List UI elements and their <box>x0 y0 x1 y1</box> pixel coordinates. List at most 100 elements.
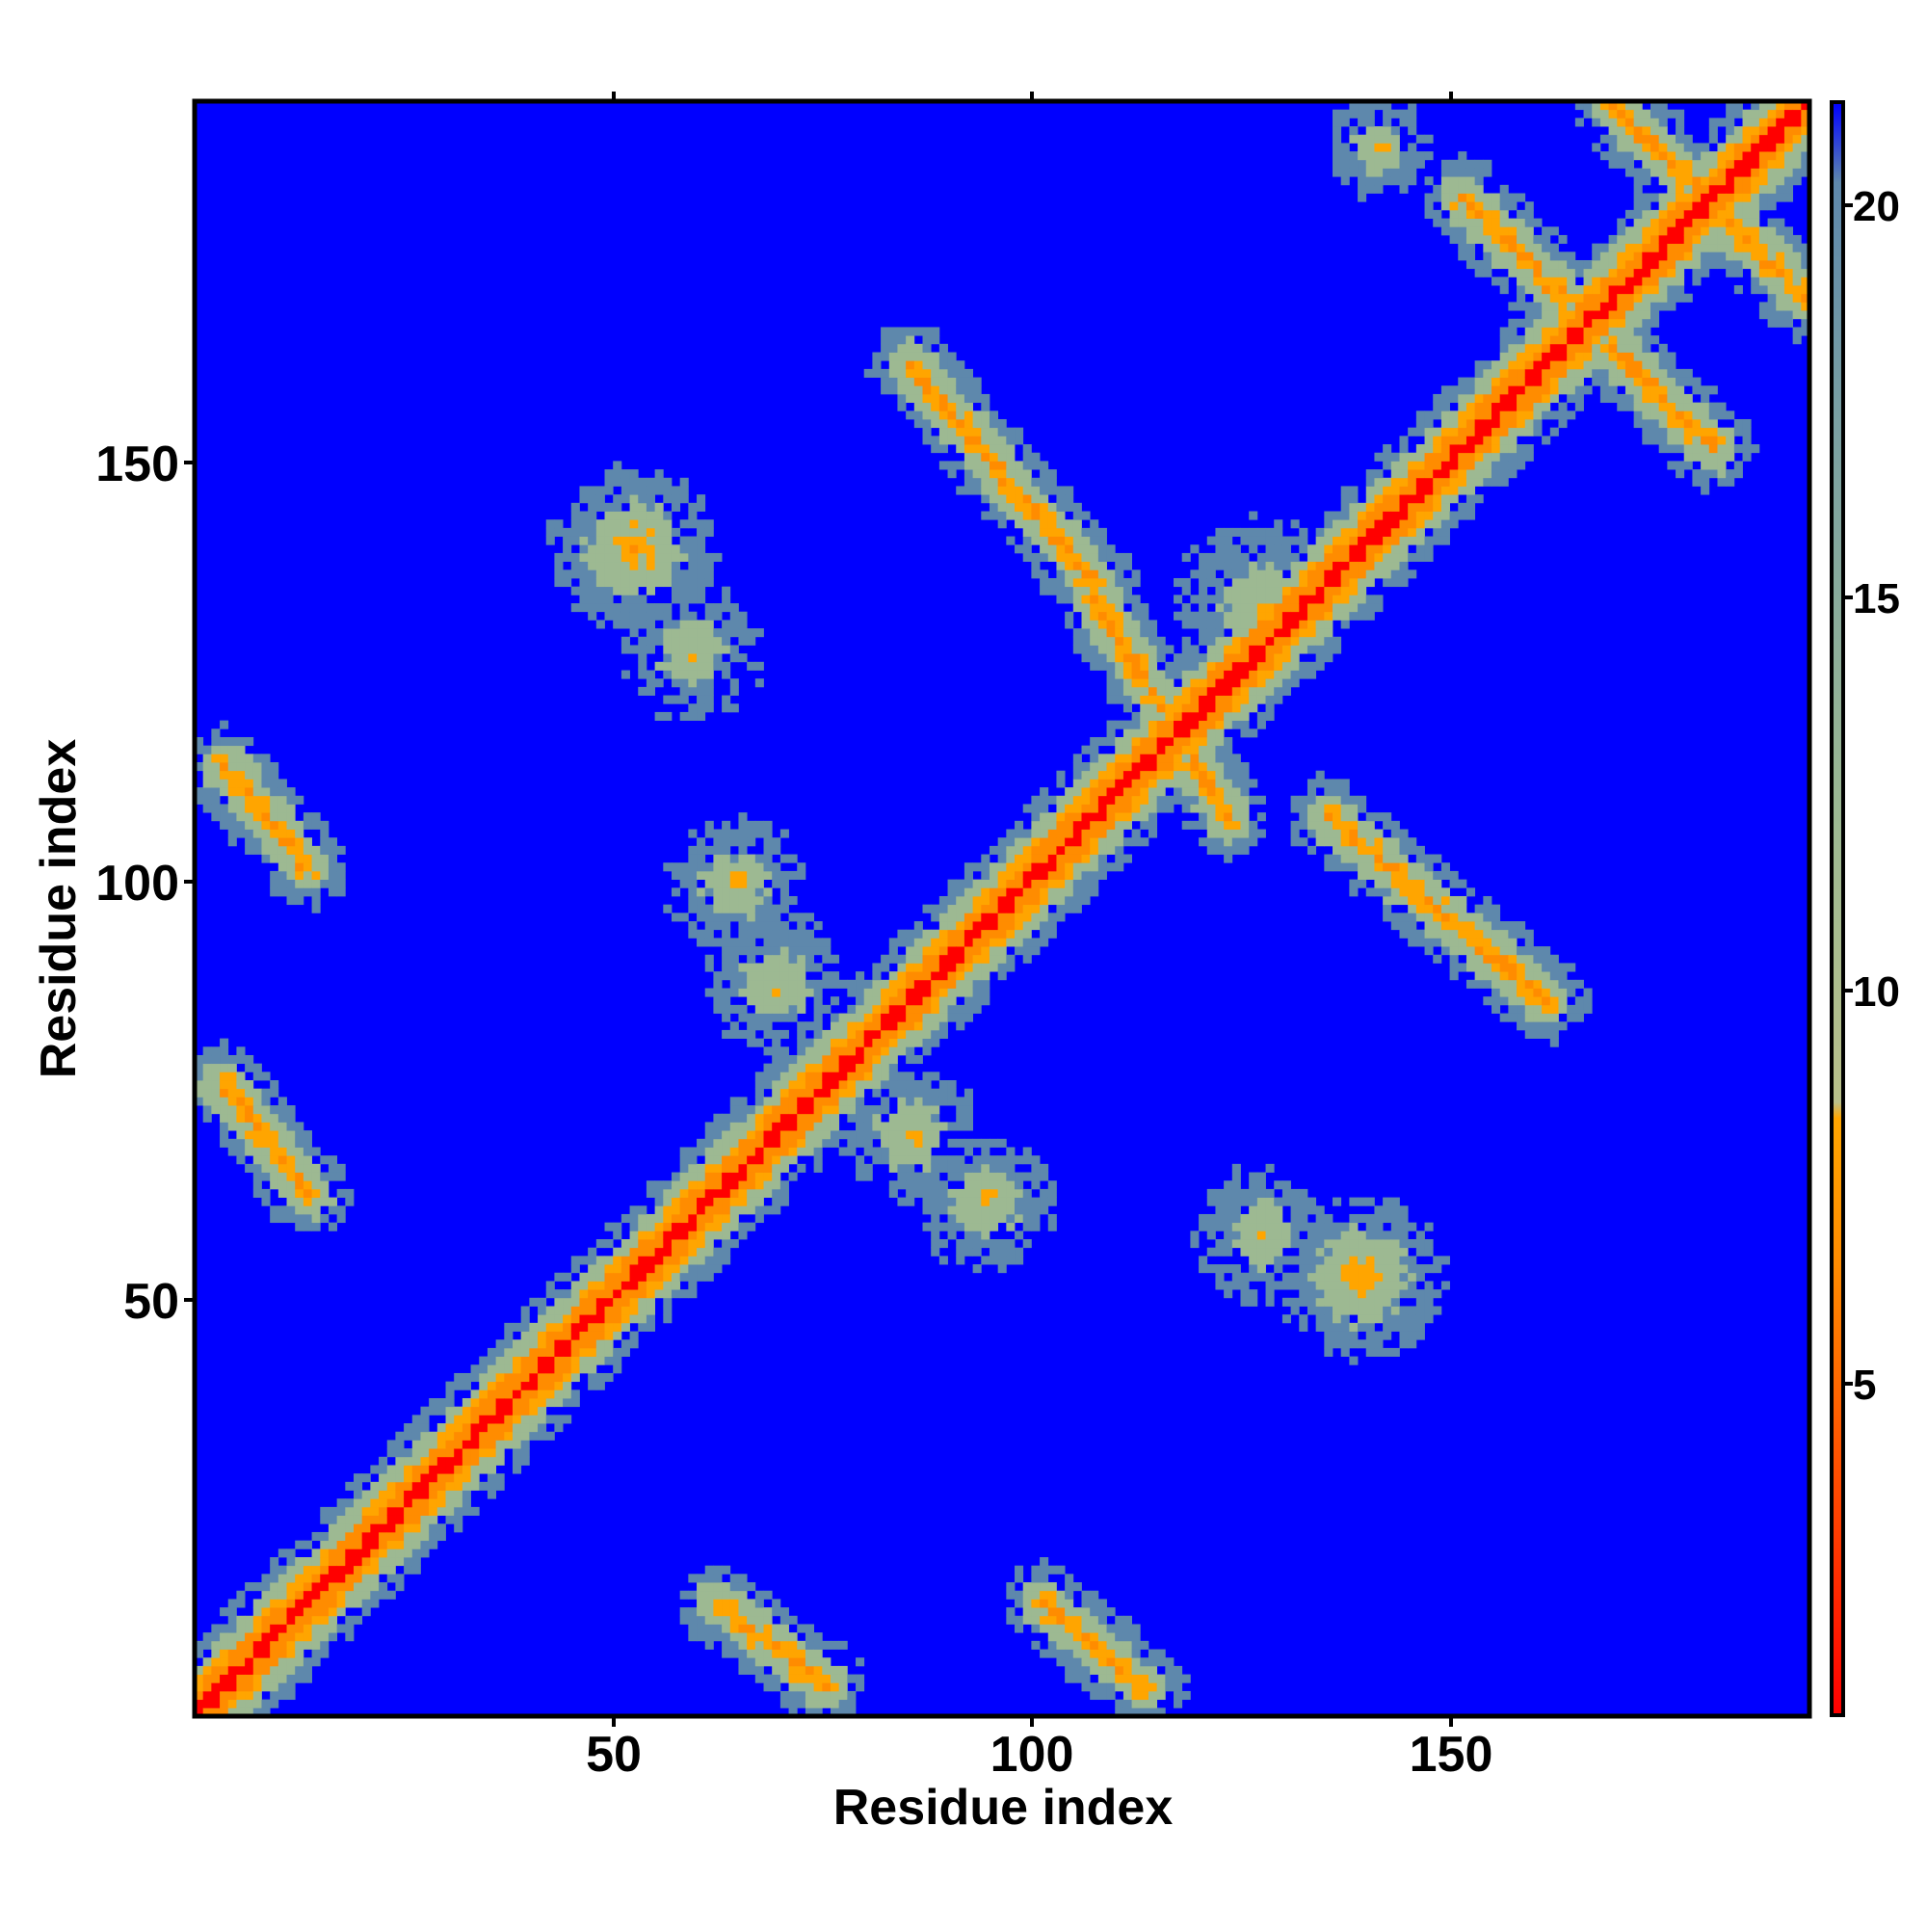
heatmap-cell <box>1131 577 1141 588</box>
heatmap-cell <box>947 1138 957 1148</box>
heatmap-cell <box>956 1197 965 1206</box>
heatmap-cell <box>772 1004 781 1014</box>
heatmap-cell <box>1324 511 1333 520</box>
heatmap-cell <box>964 887 973 897</box>
heatmap-cell <box>1015 1172 1024 1181</box>
heatmap-cell <box>1072 904 1082 913</box>
heatmap-cell <box>805 1063 815 1072</box>
heatmap-cell <box>563 1372 572 1383</box>
heatmap-cell <box>679 862 689 872</box>
heatmap-cell <box>1156 770 1166 780</box>
heatmap-cell <box>236 1640 246 1650</box>
heatmap-cell <box>1307 620 1317 629</box>
heatmap-cell <box>788 1063 798 1072</box>
heatmap-cell <box>1015 427 1024 437</box>
heatmap-cell <box>1281 1188 1291 1198</box>
heatmap-cell <box>1115 820 1124 830</box>
heatmap-cell <box>638 1222 647 1231</box>
heatmap-cell <box>989 1138 999 1148</box>
heatmap-cell <box>361 1557 371 1567</box>
heatmap-cell <box>202 1657 212 1667</box>
heatmap-cell <box>570 1339 580 1349</box>
heatmap-cell <box>922 1021 932 1031</box>
heatmap-cell <box>303 1197 312 1206</box>
heatmap-cell <box>1215 1205 1225 1215</box>
heatmap-cell <box>881 1105 890 1115</box>
heatmap-cell <box>1006 1247 1016 1257</box>
heatmap-cell <box>897 1038 907 1047</box>
heatmap-cell <box>1131 636 1141 646</box>
heatmap-cell <box>245 1640 254 1650</box>
heatmap-cell <box>1031 1607 1041 1617</box>
heatmap-cell <box>353 1548 363 1558</box>
heatmap-cell <box>738 1640 748 1650</box>
heatmap-cell <box>897 1155 907 1165</box>
heatmap-cell <box>563 1356 572 1365</box>
heatmap-cell <box>763 946 773 956</box>
heatmap-cell <box>856 1097 865 1106</box>
heatmap-cell <box>763 1674 773 1683</box>
heatmap-cell <box>1206 812 1216 822</box>
heatmap-cell <box>1274 1231 1283 1240</box>
heatmap-cell <box>638 1289 647 1299</box>
heatmap-cell <box>1206 636 1216 646</box>
heatmap-cell <box>638 561 647 570</box>
heatmap-cell <box>956 360 965 370</box>
heatmap-cell <box>1031 1582 1041 1592</box>
heatmap-cell <box>361 1531 371 1542</box>
heatmap-cell <box>997 486 1007 495</box>
heatmap-cell <box>1115 1665 1124 1675</box>
heatmap-cell <box>270 1122 279 1131</box>
heatmap-cell <box>195 745 204 754</box>
heatmap-cell <box>881 1046 890 1056</box>
heatmap-cell <box>386 1590 396 1600</box>
heatmap-cell <box>1256 1188 1266 1198</box>
heatmap-cell <box>1340 511 1350 520</box>
heatmap-cell <box>663 611 673 621</box>
heatmap-cell <box>220 1674 229 1683</box>
heatmap-cell <box>654 552 664 563</box>
heatmap-cell <box>328 1523 338 1533</box>
heatmap-cell <box>570 1389 580 1399</box>
heatmap-cell <box>1056 913 1066 922</box>
heatmap-cell <box>336 1582 346 1592</box>
heatmap-cell <box>504 1381 514 1390</box>
heatmap-cell <box>713 1172 723 1181</box>
heatmap-cell <box>613 1247 622 1257</box>
heatmap-cell <box>420 1423 430 1433</box>
heatmap-cell <box>688 1615 698 1625</box>
heatmap-cell <box>295 1557 304 1567</box>
heatmap-cell <box>663 904 673 913</box>
heatmap-cell <box>688 1256 698 1265</box>
heatmap-cell <box>1031 536 1041 545</box>
heatmap-cell <box>805 1097 815 1106</box>
heatmap-cell <box>1131 1624 1141 1633</box>
heatmap-cell <box>1181 1674 1191 1683</box>
heatmap-cell <box>1072 812 1082 822</box>
heatmap-cell <box>838 1013 848 1022</box>
heatmap-cell <box>897 327 907 336</box>
heatmap-cell <box>554 577 564 588</box>
heatmap-cell <box>1131 812 1141 822</box>
heatmap-cell <box>897 1072 907 1081</box>
heatmap-cell <box>704 988 714 997</box>
heatmap-cell <box>797 954 806 964</box>
heatmap-cell <box>487 1456 497 1466</box>
heatmap-cell <box>956 1256 965 1265</box>
heatmap-cell <box>411 1548 421 1558</box>
heatmap-cell <box>697 904 706 913</box>
heatmap-cell <box>311 1197 321 1206</box>
heatmap-cell <box>495 1448 505 1458</box>
heatmap-cell <box>411 1473 421 1483</box>
heatmap-cell <box>697 1172 706 1181</box>
heatmap-cell <box>1072 561 1082 570</box>
heatmap-cell <box>897 360 907 370</box>
heatmap-cell <box>1358 611 1367 621</box>
heatmap-cell <box>981 452 990 462</box>
heatmap-cell <box>997 1180 1007 1190</box>
heatmap-cell <box>847 1013 857 1022</box>
heatmap-cell <box>1290 603 1300 613</box>
heatmap-cell <box>813 1649 823 1658</box>
heatmap-cell <box>311 1657 321 1667</box>
heatmap-cell <box>856 1021 865 1031</box>
